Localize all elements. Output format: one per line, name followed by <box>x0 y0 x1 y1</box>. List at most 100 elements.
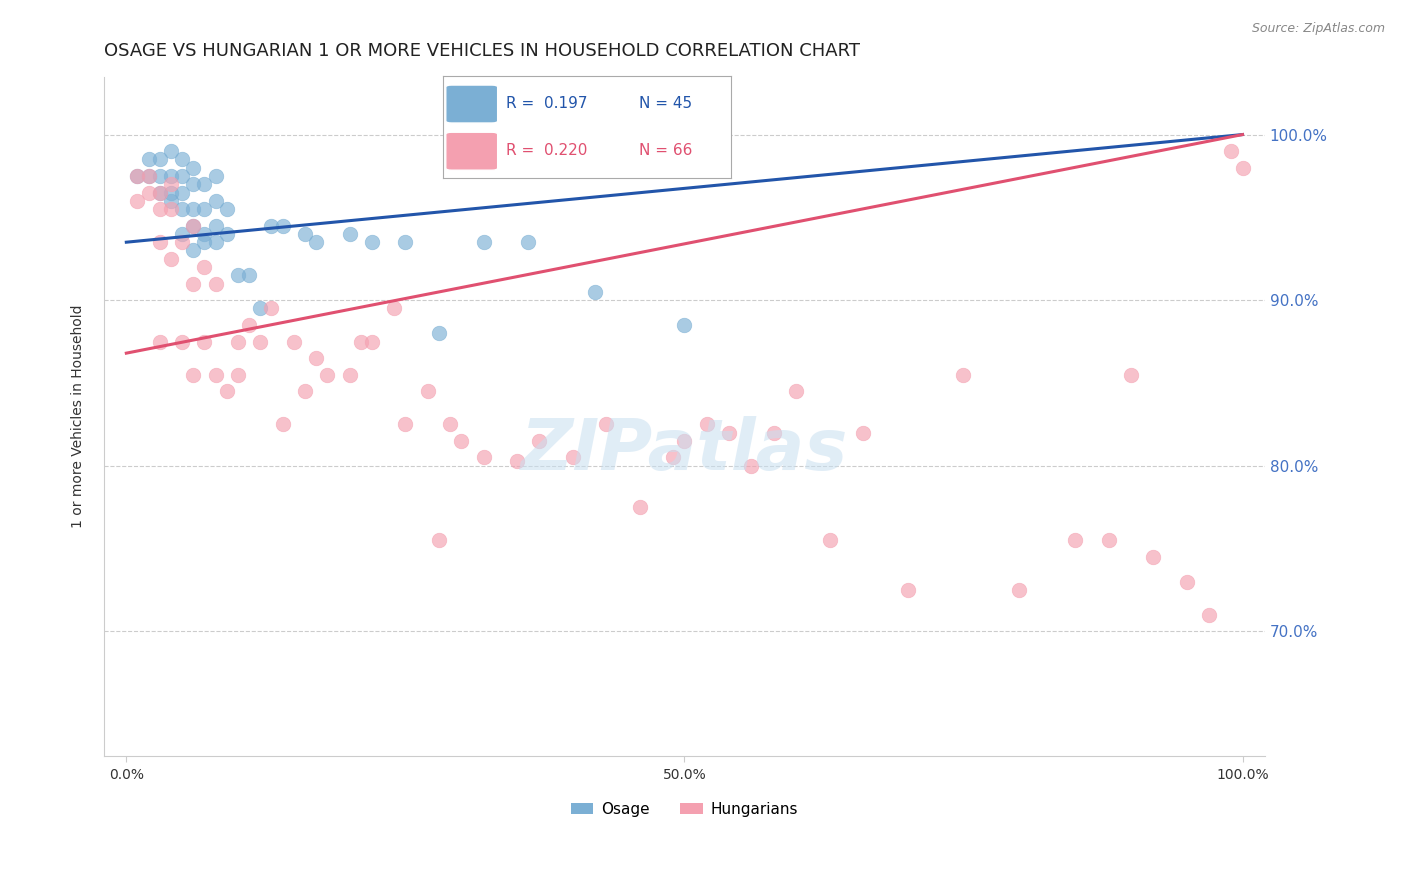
Text: ZIPatlas: ZIPatlas <box>520 416 848 484</box>
Point <box>394 235 416 250</box>
Point <box>181 161 204 175</box>
Point <box>673 434 696 448</box>
Point <box>204 219 226 233</box>
Point <box>204 194 226 208</box>
Point <box>149 202 172 216</box>
Point <box>181 219 204 233</box>
Point <box>160 252 183 266</box>
Point <box>193 178 215 192</box>
Y-axis label: 1 or more Vehicles in Household: 1 or more Vehicles in Household <box>72 304 86 528</box>
Point <box>226 368 249 382</box>
Point <box>897 582 920 597</box>
Point <box>172 227 194 241</box>
Point <box>160 178 183 192</box>
Point <box>1008 582 1031 597</box>
FancyBboxPatch shape <box>446 85 498 123</box>
Point <box>1220 144 1243 158</box>
Point <box>127 169 149 183</box>
Point <box>740 458 762 473</box>
FancyBboxPatch shape <box>446 132 498 170</box>
Point <box>249 334 271 349</box>
Point <box>204 235 226 250</box>
Point <box>215 202 238 216</box>
Point <box>350 334 373 349</box>
Point <box>193 334 215 349</box>
Point <box>628 500 651 515</box>
Point <box>305 351 328 365</box>
Point <box>662 450 685 465</box>
Point <box>952 368 974 382</box>
Point <box>360 235 382 250</box>
Point <box>583 285 606 299</box>
Point <box>427 533 450 548</box>
Point <box>172 153 194 167</box>
Point <box>294 384 316 399</box>
Point <box>260 301 283 316</box>
Point <box>427 326 450 341</box>
Point <box>160 202 183 216</box>
Point <box>316 368 339 382</box>
Text: R =  0.220: R = 0.220 <box>506 144 588 158</box>
Point <box>160 194 183 208</box>
Point <box>181 277 204 291</box>
Point <box>181 219 204 233</box>
Point <box>472 450 495 465</box>
Point <box>1175 574 1198 589</box>
Point <box>1119 368 1142 382</box>
Point <box>204 169 226 183</box>
Point <box>472 235 495 250</box>
Point <box>138 186 160 200</box>
Point <box>181 368 204 382</box>
Point <box>193 202 215 216</box>
Text: R =  0.197: R = 0.197 <box>506 96 588 111</box>
Legend: Osage, Hungarians: Osage, Hungarians <box>564 796 804 822</box>
Point <box>238 268 260 283</box>
Point <box>181 202 204 216</box>
Point <box>382 301 405 316</box>
Point <box>127 194 149 208</box>
Point <box>561 450 583 465</box>
Point <box>149 153 172 167</box>
Point <box>394 417 416 432</box>
Point <box>294 227 316 241</box>
Point <box>416 384 439 399</box>
Point <box>204 368 226 382</box>
Point <box>172 169 194 183</box>
Point <box>181 244 204 258</box>
Point <box>762 425 785 440</box>
Point <box>138 153 160 167</box>
Point <box>529 434 551 448</box>
Point <box>339 227 361 241</box>
Point <box>215 384 238 399</box>
Point <box>249 301 271 316</box>
Point <box>127 169 149 183</box>
Point <box>283 334 305 349</box>
Point <box>1232 161 1254 175</box>
Point <box>1064 533 1087 548</box>
Point <box>238 318 260 332</box>
Point <box>138 169 160 183</box>
Point <box>149 186 172 200</box>
Point <box>226 334 249 349</box>
Point <box>785 384 807 399</box>
Text: N = 66: N = 66 <box>638 144 692 158</box>
Point <box>149 235 172 250</box>
Point <box>160 186 183 200</box>
Point <box>149 334 172 349</box>
Point <box>181 178 204 192</box>
Point <box>160 144 183 158</box>
Point <box>439 417 461 432</box>
Point <box>193 260 215 274</box>
Point <box>1097 533 1119 548</box>
Point <box>193 235 215 250</box>
Point <box>718 425 741 440</box>
Text: Source: ZipAtlas.com: Source: ZipAtlas.com <box>1251 22 1385 36</box>
Point <box>160 169 183 183</box>
Point <box>450 434 472 448</box>
Point <box>852 425 875 440</box>
Point <box>1142 549 1164 564</box>
Point <box>506 454 529 468</box>
Point <box>172 186 194 200</box>
Point <box>595 417 617 432</box>
Text: N = 45: N = 45 <box>638 96 692 111</box>
